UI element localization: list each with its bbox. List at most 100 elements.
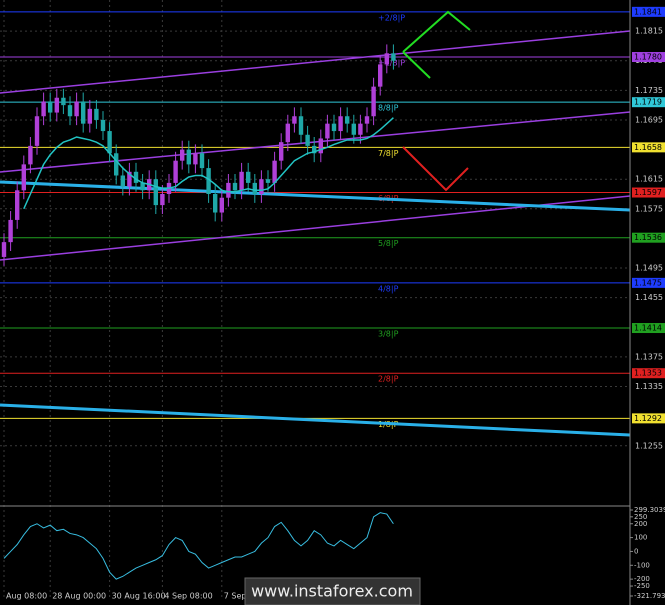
candle-body <box>67 105 73 117</box>
candle-body <box>28 145 33 165</box>
candle-body <box>199 153 205 169</box>
arrow-up <box>402 10 471 53</box>
grid <box>0 0 630 600</box>
candle-body <box>378 64 383 87</box>
candle-body <box>292 116 297 124</box>
y-tick-label: 1.1495 <box>635 264 663 273</box>
candle-body <box>61 97 66 106</box>
y-tick-label: 1.1335 <box>635 382 663 391</box>
osc-tick-label: 0 <box>634 547 638 555</box>
candle-body <box>1 242 7 257</box>
watermark-box <box>244 577 421 605</box>
candle-body <box>74 101 79 117</box>
candle-body <box>41 101 46 117</box>
levels: +2/8|P+1/8|P8/8|P7/8|P6/8|P5/8|P4/8|P3/8… <box>0 11 630 429</box>
arrow-down <box>402 146 469 192</box>
level-price: 1.1292 <box>634 414 662 423</box>
candle-body <box>239 171 244 191</box>
candle-body <box>127 171 132 187</box>
candle-body <box>94 108 99 120</box>
moving-average <box>23 117 394 210</box>
candle-body <box>193 153 198 165</box>
level-box <box>632 232 665 243</box>
candle-body <box>213 194 218 213</box>
level-price: 1.1536 <box>634 233 662 242</box>
level-box <box>632 413 665 424</box>
candle-body <box>285 123 290 143</box>
candle-body <box>252 182 257 195</box>
osc-tick-label: 250 <box>634 513 647 521</box>
level-name: 7/8|P <box>378 149 399 158</box>
candle-body <box>272 160 277 183</box>
level-name: +1/8|P <box>378 59 405 68</box>
candle-body <box>8 219 13 243</box>
candle-body <box>298 116 304 135</box>
candle-body <box>226 182 231 198</box>
candle-body <box>120 175 125 187</box>
y-tick-label: 1.1815 <box>635 27 663 36</box>
level-name: 4/8|P <box>378 284 399 293</box>
candle-body <box>364 116 370 124</box>
x-tick-label: 28 Aug 00:00 <box>52 592 106 601</box>
level-name: +2/8|P <box>378 13 405 22</box>
candle-body <box>87 108 92 124</box>
candle-body <box>279 142 284 161</box>
level-price: 1.1780 <box>634 53 662 62</box>
level-price: 1.1353 <box>634 369 662 378</box>
candle-body <box>160 194 165 206</box>
candle-body <box>21 164 26 191</box>
trend-line <box>0 180 631 212</box>
candle-body <box>54 97 59 113</box>
candle-body <box>325 123 330 139</box>
y-tick-label: 1.1375 <box>635 352 663 361</box>
candle-body <box>305 134 310 146</box>
candle-body <box>107 131 112 154</box>
y-tick-label: 1.1575 <box>635 204 663 213</box>
y-tick-label: 1.1615 <box>635 175 663 184</box>
osc-tick-label: 299.3039 <box>634 506 665 514</box>
osc-tick-label: -250 <box>634 582 650 590</box>
y-tick-label: 1.1735 <box>635 86 663 95</box>
level-price: 1.1841 <box>634 7 662 16</box>
candle-body <box>384 53 389 65</box>
level-box <box>632 277 665 288</box>
candle-body <box>232 182 238 191</box>
arrow-up <box>402 51 431 79</box>
level-price: 1.1414 <box>634 324 662 333</box>
level-price: 1.1597 <box>634 188 662 197</box>
watermark: www.instaforex.com <box>251 582 413 601</box>
candle-body <box>34 116 40 146</box>
candle-body <box>206 168 211 195</box>
level-price: 1.1475 <box>634 278 662 287</box>
level-box <box>632 142 665 153</box>
trend-line <box>0 403 631 437</box>
candle-body <box>391 53 396 61</box>
level-price: 1.1719 <box>634 98 662 107</box>
candle-body <box>140 182 145 191</box>
candle-body <box>114 153 119 176</box>
candle-body <box>338 116 343 132</box>
candle-body <box>48 101 53 113</box>
candle-body <box>246 171 251 183</box>
candles <box>1 44 396 266</box>
level-name: 5/8|P <box>378 239 399 248</box>
candle-body <box>358 123 363 135</box>
osc-tick-label: 100 <box>634 534 647 542</box>
channel-top <box>0 30 631 94</box>
candle-body <box>100 119 106 132</box>
osc-tick-label: -200 <box>634 575 650 583</box>
level-box <box>632 6 665 17</box>
x-tick-label: Aug 08:00 <box>6 592 47 601</box>
level-price: 1.1658 <box>634 143 662 152</box>
level-box <box>632 187 665 198</box>
candle-body <box>351 123 356 135</box>
candle-body <box>180 149 185 161</box>
y-tick-label: 1.1695 <box>635 115 663 124</box>
y-tick-label: 1.1255 <box>635 441 663 450</box>
candle-body <box>219 197 224 213</box>
level-name: 2/8|P <box>378 375 399 384</box>
candle-body <box>331 123 337 132</box>
